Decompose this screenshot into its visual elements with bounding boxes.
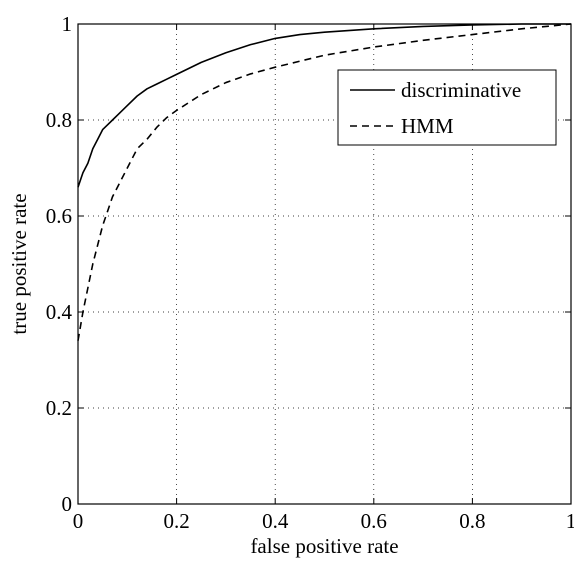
legend-label-hmm: HMM — [401, 114, 454, 138]
x-tick-label: 1 — [566, 509, 574, 533]
y-tick-label: 0.6 — [46, 204, 72, 228]
y-tick-label: 0.2 — [46, 396, 72, 420]
x-tick-label: 0.6 — [361, 509, 387, 533]
legend: discriminative HMM — [337, 69, 557, 146]
y-tick-label: 1 — [62, 12, 73, 36]
x-tick-label: 0 — [73, 509, 84, 533]
y-tick-label: 0.8 — [46, 108, 72, 132]
x-tick-label: 0.2 — [163, 509, 189, 533]
series-line-hmm — [77, 23, 572, 341]
y-tick-label: 0.4 — [46, 300, 73, 324]
y-tick-label: 0 — [62, 492, 73, 516]
x-axis-label: false positive rate — [250, 534, 398, 558]
series-line-discriminative — [77, 23, 571, 188]
series-layer — [77, 23, 572, 341]
legend-items: discriminative HMM — [350, 78, 521, 138]
x-tick-label: 0.8 — [459, 509, 485, 533]
tick-layer: 0 0.2 0.4 0.6 0.8 1 0 0.2 0.4 0.6 0.8 1 — [46, 12, 574, 533]
x-tick-label: 0.4 — [262, 509, 289, 533]
y-axis-label: true positive rate — [7, 193, 31, 334]
plot-frame — [77, 23, 572, 505]
legend-box — [337, 69, 557, 146]
legend-label-discriminative: discriminative — [401, 78, 521, 102]
